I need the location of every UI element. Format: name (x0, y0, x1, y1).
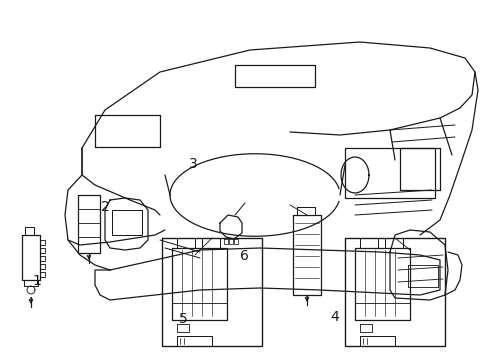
Text: 2: 2 (101, 200, 109, 214)
Text: 6: 6 (240, 249, 248, 262)
Text: 5: 5 (179, 312, 187, 325)
Text: 4: 4 (330, 310, 339, 324)
Text: 1: 1 (32, 274, 41, 288)
Text: 3: 3 (188, 157, 197, 171)
